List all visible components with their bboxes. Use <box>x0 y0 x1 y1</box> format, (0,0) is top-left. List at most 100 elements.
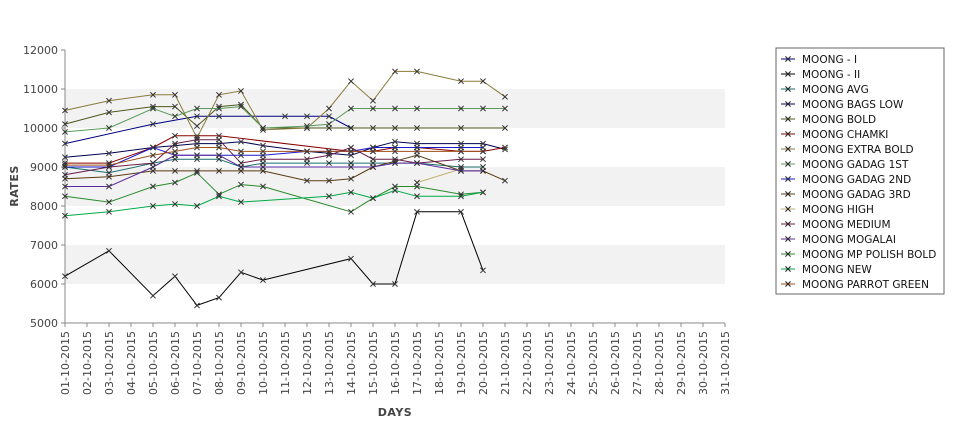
data-point <box>370 164 376 170</box>
x-tick-label: 03-10-2015 <box>103 331 116 395</box>
x-axis-title: DAYS <box>378 406 412 419</box>
data-point <box>414 183 420 190</box>
legend-item: MOONG BOLD <box>781 114 876 126</box>
legend-marker <box>785 101 791 107</box>
data-point <box>414 193 420 200</box>
y-tick-label: 6000 <box>30 278 58 291</box>
data-point <box>458 105 464 112</box>
series-line <box>64 104 505 129</box>
x-tick-label: 25-10-2015 <box>587 331 600 395</box>
data-point <box>172 142 178 149</box>
data-point <box>172 167 178 174</box>
data-point <box>370 97 376 104</box>
data-point <box>194 136 200 143</box>
data-point <box>172 103 178 110</box>
x-tick-label: 13-10-2015 <box>323 331 336 395</box>
x-tick-label: 01-10-2015 <box>59 331 72 395</box>
data-point <box>348 148 354 155</box>
legend-item: MOONG GADAG 2ND <box>781 174 911 186</box>
legend-label: MOONG HIGH <box>802 204 874 216</box>
series-moong-ii <box>62 208 486 309</box>
data-point <box>502 105 508 112</box>
x-tick-label: 22-10-2015 <box>521 331 534 395</box>
data-point <box>458 78 464 85</box>
data-point <box>326 148 332 155</box>
data-point <box>238 148 244 155</box>
data-point <box>150 144 156 151</box>
x-tick-label: 15-10-2015 <box>367 331 380 395</box>
series-moong-mogalai <box>62 152 486 190</box>
data-point <box>260 148 266 155</box>
data-point <box>502 93 508 100</box>
legend-label: MOONG MEDIUM <box>802 219 891 231</box>
legend-marker <box>785 251 791 257</box>
data-point <box>260 156 266 163</box>
series-line <box>65 147 483 166</box>
data-point <box>348 78 354 85</box>
data-point <box>348 125 354 131</box>
data-point <box>216 91 222 98</box>
data-point <box>370 148 376 155</box>
x-tick-label: 10-10-2015 <box>257 331 270 395</box>
data-point <box>414 68 420 75</box>
data-point <box>238 103 244 110</box>
data-point <box>260 164 266 170</box>
data-point <box>304 123 310 130</box>
data-point <box>172 91 178 98</box>
data-point <box>348 164 354 170</box>
x-tick-label: 29-10-2015 <box>675 331 688 395</box>
data-point <box>62 107 68 114</box>
data-point <box>62 193 68 200</box>
legend-marker <box>785 176 791 182</box>
data-point <box>62 128 68 135</box>
x-tick-label: 30-10-2015 <box>697 331 710 395</box>
data-point <box>106 183 112 190</box>
data-point <box>458 156 464 163</box>
series-line <box>64 189 484 217</box>
data-point <box>238 87 244 94</box>
data-point <box>370 281 376 287</box>
x-axis-ticks: 01-10-2015 02-10-2015 03-10-2015 04-10-2015… <box>59 323 732 395</box>
series-line <box>65 146 483 168</box>
data-point <box>106 150 112 157</box>
series-moong-mp-polish-bold <box>62 169 486 215</box>
data-point <box>238 138 244 145</box>
x-tick-label: 16-10-2015 <box>389 331 402 395</box>
data-point <box>326 113 332 120</box>
x-tick-label: 07-10-2015 <box>191 331 204 395</box>
legend-item: MOONG GADAG 3RD <box>781 189 911 201</box>
legend-marker <box>785 146 791 152</box>
y-axis-ticks: 5000 6000 7000 8000 9000 10000 11000 12000 <box>23 44 65 330</box>
data-point <box>392 148 398 155</box>
data-point <box>106 199 112 206</box>
data-point <box>348 105 354 112</box>
legend-label: MOONG GADAG 3RD <box>802 189 911 201</box>
data-point <box>326 177 332 184</box>
data-point <box>392 160 398 167</box>
x-tick-label: 23-10-2015 <box>543 331 556 395</box>
legend-marker <box>785 56 791 62</box>
legend-item: MOONG MEDIUM <box>781 219 891 231</box>
data-point <box>502 125 508 131</box>
legend-label: MOONG BOLD <box>802 114 876 126</box>
series-line <box>64 172 484 213</box>
data-point <box>326 193 332 200</box>
data-point <box>216 167 222 174</box>
legend-item: MOONG CHAMKI <box>781 129 888 141</box>
data-point <box>216 144 222 151</box>
data-point <box>348 255 354 262</box>
legend-marker <box>785 131 791 137</box>
data-point <box>304 113 310 120</box>
data-point <box>458 148 464 155</box>
y-tick-label: 5000 <box>30 317 58 330</box>
data-point <box>216 152 222 159</box>
y-tick-label: 9000 <box>30 161 58 174</box>
x-tick-label: 24-10-2015 <box>565 331 578 395</box>
data-point <box>172 179 178 186</box>
legend-label: MOONG - I <box>802 54 857 66</box>
data-point <box>106 208 112 215</box>
data-point <box>392 138 398 145</box>
data-point <box>216 105 222 112</box>
data-point <box>414 160 420 167</box>
data-point <box>238 164 244 170</box>
